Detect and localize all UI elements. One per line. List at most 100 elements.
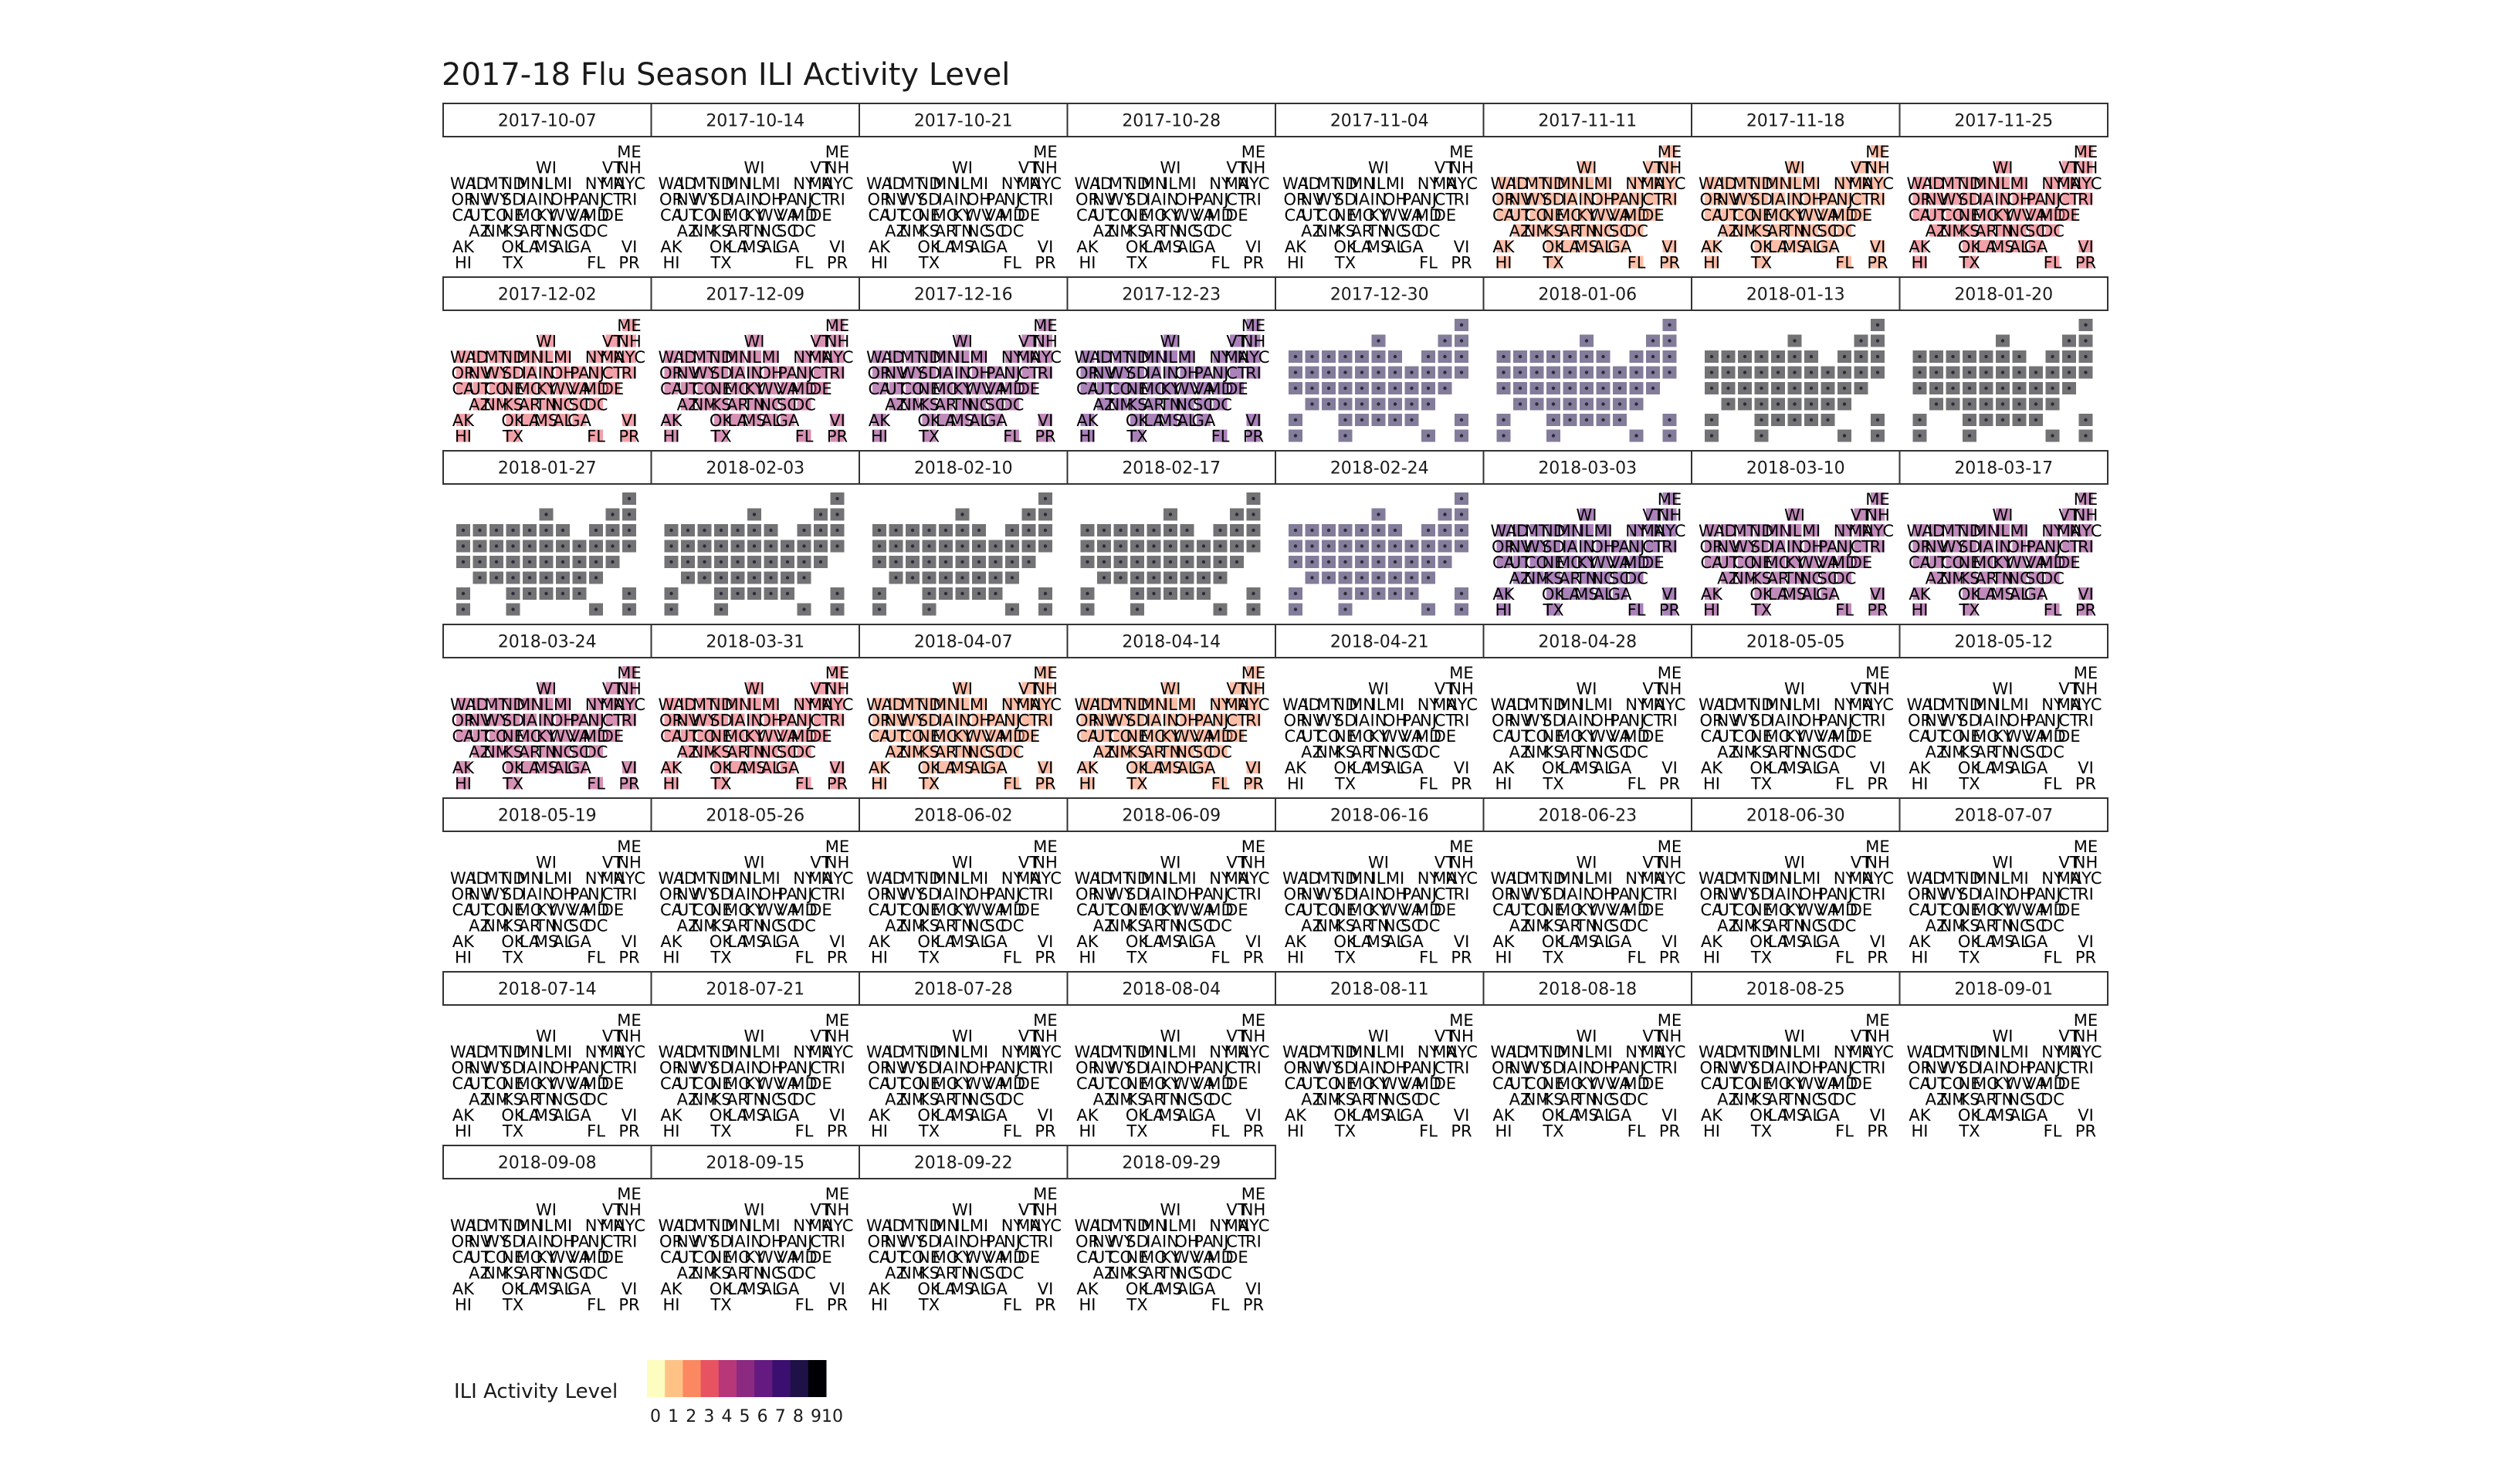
state-marker xyxy=(1393,354,1397,359)
state-marker xyxy=(1634,354,1638,359)
state-marker xyxy=(1809,354,1814,359)
state-marker xyxy=(594,576,598,580)
state-marker xyxy=(736,544,740,548)
state-label: PR xyxy=(1243,254,1264,272)
state-marker xyxy=(1584,402,1589,406)
state-label: KY xyxy=(744,206,764,225)
state-label: UT xyxy=(677,206,699,225)
state-label: PR xyxy=(1451,254,1472,272)
state-label: AK xyxy=(869,238,891,256)
state-label: MN xyxy=(1141,174,1167,193)
state-label: ID xyxy=(471,174,488,193)
facet-strip-label: 2018-07-07 xyxy=(1954,807,2053,826)
state-marker xyxy=(1584,370,1589,374)
state-label: DC xyxy=(792,222,816,241)
state-label: TX xyxy=(918,949,940,967)
state-marker xyxy=(1086,591,1089,596)
state-marker xyxy=(2051,370,2054,374)
state-marker xyxy=(1393,528,1397,533)
state-marker xyxy=(1426,528,1431,533)
state-marker xyxy=(1293,386,1298,391)
facet-strip-label: 2017-11-25 xyxy=(1954,112,2053,131)
state-label: TX xyxy=(1126,949,1147,967)
state-marker xyxy=(511,560,515,564)
state-label: CO xyxy=(484,206,508,225)
state-label: NH xyxy=(1241,159,1266,178)
state-marker xyxy=(835,544,839,548)
facet-strip-label: 2018-03-17 xyxy=(1954,459,2053,479)
state-marker xyxy=(719,607,723,611)
state-marker xyxy=(1360,528,1364,533)
state-marker xyxy=(769,576,773,580)
state-marker xyxy=(1967,402,1972,406)
facet-strip-label: 2017-12-02 xyxy=(498,286,597,305)
state-label: WA xyxy=(866,174,893,193)
state-label: MS xyxy=(534,238,558,256)
state-marker xyxy=(1984,354,1988,359)
state-label: MI xyxy=(761,174,780,193)
state-marker xyxy=(1326,560,1331,564)
state-label: TX xyxy=(1750,949,1772,967)
state-label: NM xyxy=(899,222,926,241)
facet-strip-label: 2018-04-14 xyxy=(1122,633,1221,652)
state-marker xyxy=(1310,370,1314,374)
state-label: FL xyxy=(587,949,605,967)
state-label: WA xyxy=(450,174,477,193)
state-marker xyxy=(1568,370,1572,374)
facet-strip-label: 2017-10-14 xyxy=(706,112,804,131)
state-marker xyxy=(2084,339,2088,343)
state-marker xyxy=(1360,418,1364,422)
facet-panel: 2018-01-13 xyxy=(1691,276,1901,442)
state-label: SD xyxy=(710,191,733,209)
state-label: CA xyxy=(452,206,475,225)
state-label: AR xyxy=(519,222,541,241)
facet-strip-label: 2018-02-17 xyxy=(1122,459,1221,479)
state-label: DE xyxy=(809,206,832,225)
state-label: HI xyxy=(455,1122,472,1141)
state-marker xyxy=(1859,370,1863,374)
state-marker xyxy=(1410,370,1414,374)
state-label: PR xyxy=(1867,949,1888,967)
state-marker xyxy=(2000,354,2005,359)
state-marker xyxy=(1086,544,1089,548)
facet-strip-label: 2018-02-24 xyxy=(1330,459,1429,479)
state-marker xyxy=(1360,544,1364,548)
state-label: FL xyxy=(1419,254,1438,272)
state-marker xyxy=(785,576,790,580)
state-marker xyxy=(1459,513,1464,516)
state-label: KY xyxy=(953,206,973,225)
state-marker xyxy=(1426,370,1431,374)
state-label: PR xyxy=(2075,949,2096,967)
state-marker xyxy=(1584,386,1589,391)
state-label: FL xyxy=(1835,254,1854,272)
state-marker xyxy=(1326,544,1331,548)
state-label: ID xyxy=(679,174,696,193)
facet-strip-label: 2018-05-12 xyxy=(1954,633,2053,652)
state-label: PR xyxy=(1243,949,1264,967)
state-marker xyxy=(1326,402,1331,406)
state-marker xyxy=(1875,370,1880,374)
state-marker xyxy=(1634,434,1638,438)
state-label: FL xyxy=(587,775,605,793)
state-label: TX xyxy=(1958,601,1980,620)
state-marker xyxy=(1043,496,1048,501)
state-marker xyxy=(2000,402,2005,406)
state-marker xyxy=(1967,386,1972,391)
state-marker xyxy=(1809,402,1814,406)
state-label: MD xyxy=(999,206,1025,225)
state-marker xyxy=(578,591,581,596)
state-label: PR xyxy=(827,428,848,446)
state-marker xyxy=(578,544,581,548)
state-label: FL xyxy=(1419,1122,1438,1141)
state-marker xyxy=(1443,528,1447,533)
state-marker xyxy=(1235,513,1239,516)
state-label: NJ xyxy=(1004,191,1021,209)
state-marker xyxy=(1152,576,1156,580)
state-marker xyxy=(877,544,882,548)
state-label: FL xyxy=(1211,428,1230,446)
state-label: TX xyxy=(1126,775,1147,793)
